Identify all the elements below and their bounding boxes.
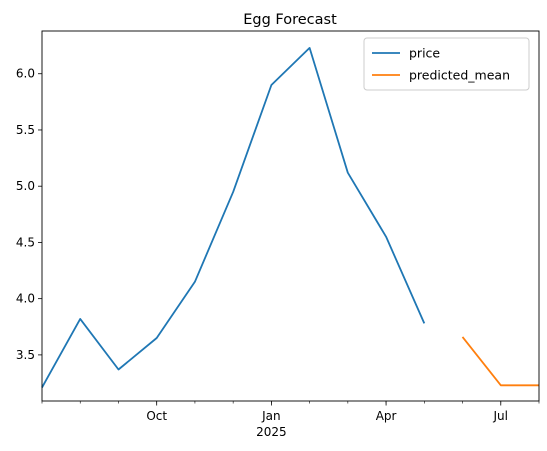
x-tick-label: Jan — [261, 409, 281, 423]
y-tick-label: 3.5 — [16, 348, 35, 362]
legend-label-price: price — [409, 46, 440, 61]
legend-label-predicted_mean: predicted_mean — [409, 68, 510, 83]
plot-area: 3.5 4.0 4.5 5.0 5.5 6.0 Oct Jan 2025 Apr Jul price p… — [16, 30, 540, 439]
series-line-price — [41, 47, 426, 388]
chart-title: Egg Forecast — [243, 12, 337, 28]
y-tick-label: 5.0 — [16, 179, 35, 193]
y-tick-label: 4.5 — [16, 235, 35, 249]
y-tick-label: 4.0 — [16, 292, 35, 306]
x-tick-label: Apr — [376, 409, 397, 423]
y-tick-label: 6.0 — [16, 67, 35, 81]
series-line-predicted_mean — [461, 336, 539, 387]
x-tick-label: Oct — [146, 409, 167, 423]
x-tick-label: Jul — [493, 409, 508, 423]
x-tick-year-label: 2025 — [256, 425, 287, 439]
legend — [363, 37, 530, 91]
y-tick-label: 5.5 — [16, 123, 35, 137]
axes-frame — [41, 30, 540, 402]
